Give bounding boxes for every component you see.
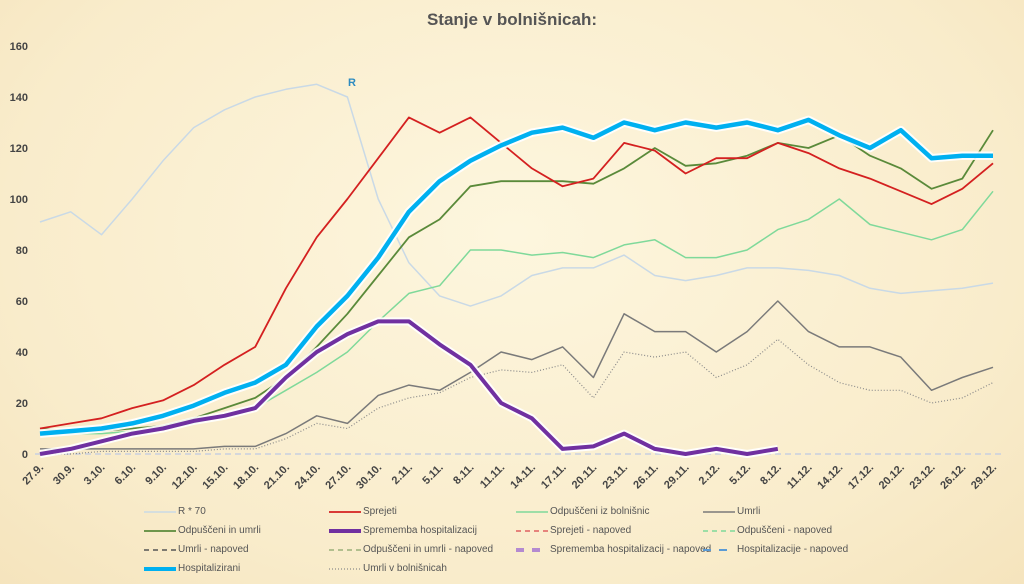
series-line-sprejeti: [39, 116, 994, 430]
x-tick-label: 24.10.: [293, 462, 323, 492]
legend-swatch: [516, 529, 548, 532]
legend-swatch: [329, 510, 361, 513]
x-tick-label: 8.12.: [758, 462, 784, 488]
legend-entry: Umrli: [703, 506, 760, 517]
x-tick-label: 29.12.: [969, 462, 999, 492]
series-line-r-70: [39, 83, 994, 307]
y-tick-label: 160: [10, 41, 28, 53]
x-tick-label: 5.11.: [420, 462, 445, 487]
x-tick-label: 17.12.: [846, 462, 876, 492]
y-tick-label: 60: [16, 296, 28, 308]
y-tick-label: 80: [16, 245, 28, 257]
legend-entry: Hospitalizirani: [144, 563, 240, 574]
legend: R * 70 Sprejeti Odpuščeni iz bolnišnic Umrl…: [0, 502, 1024, 582]
x-tick-label: 18.10.: [231, 462, 261, 492]
x-tick-label: 23.11.: [601, 462, 631, 492]
legend-entry: Odpuščeni in umrli: [144, 525, 261, 536]
legend-label: Sprememba hospitalizacij - napoved: [550, 544, 712, 555]
legend-entry: Hospitalizacije - napoved: [703, 544, 848, 555]
x-tick-label: 17.11.: [539, 462, 569, 492]
legend-entry: Umrli - napoved: [144, 544, 249, 555]
x-tick-label: 29.11.: [662, 462, 692, 492]
legend-entry: R * 70: [144, 506, 206, 517]
x-tick-label: 12.10.: [170, 462, 200, 492]
legend-label: Sprejeti - napoved: [550, 525, 632, 536]
legend-entry: Sprejeti - napoved: [516, 525, 631, 536]
legend-entry: Odpuščeni - napoved: [703, 525, 832, 536]
x-tick-label: 3.10.: [82, 462, 108, 488]
legend-swatch: [703, 548, 735, 551]
series-line-umrli-v-bolni-nicah: [40, 338, 994, 455]
legend-entry: Odpuščeni iz bolnišnic: [516, 506, 650, 517]
chart-title: Stanje v bolnišnicah:: [426, 10, 598, 29]
legend-swatch: [144, 529, 176, 532]
legend-entry: Umrli v bolnišnicah: [329, 563, 447, 574]
legend-label: R * 70: [178, 506, 206, 517]
legend-label: Odpuščeni in umrli - napoved: [363, 544, 494, 555]
series-line-umrli: [40, 300, 994, 450]
y-tick-label: 20: [16, 398, 28, 410]
legend-swatch: [703, 529, 735, 532]
legend-label: Umrli: [737, 506, 761, 517]
x-tick-label: 27.9.: [20, 462, 46, 488]
y-tick-label: 140: [10, 92, 28, 104]
x-tick-label: 20.11.: [570, 462, 600, 492]
y-tick-label: 100: [10, 194, 28, 206]
legend-label: Odpuščeni in umrli: [178, 525, 261, 536]
x-tick-label: 26.12.: [938, 462, 968, 492]
y-tick-label: 0: [22, 449, 28, 461]
legend-swatch: [144, 566, 176, 571]
legend-label: Odpuščeni - napoved: [737, 525, 833, 536]
x-tick-label: 5.12.: [727, 462, 753, 488]
legend-swatch: [144, 548, 176, 551]
legend-swatch: [329, 567, 361, 570]
x-tick-label: 20.12.: [877, 462, 907, 492]
legend-swatch: [144, 510, 176, 513]
x-tick-label: 23.12.: [908, 462, 938, 492]
x-tick-label: 6.10.: [113, 462, 139, 488]
x-tick-label: 11.12.: [785, 462, 815, 492]
x-tick-label: 21.10.: [262, 462, 292, 492]
x-tick-label: 2.12.: [697, 462, 723, 488]
x-tick-label: 26.11.: [631, 462, 661, 492]
legend-entry: Sprejeti: [329, 506, 397, 517]
y-tick-label: 120: [10, 143, 28, 155]
x-tick-label: 15.10.: [200, 462, 230, 492]
y-tick-label: 40: [16, 347, 28, 359]
legend-label: Sprejeti: [363, 506, 397, 517]
legend-entry: Sprememba hospitalizacij: [329, 525, 477, 536]
x-tick-label: 8.11.: [451, 462, 476, 487]
legend-swatch: [516, 547, 548, 552]
x-tick-label: 9.10.: [143, 462, 169, 488]
legend-swatch: [516, 510, 548, 513]
x-tick-label: 14.12.: [815, 462, 845, 492]
legend-swatch: [329, 548, 361, 551]
legend-label: Hospitalizirani: [178, 563, 241, 574]
series-glow: [39, 317, 779, 458]
legend-label: Sprememba hospitalizacij: [363, 525, 477, 536]
x-tick-label: 30.9.: [51, 462, 77, 488]
x-tick-label: 27.10.: [323, 462, 353, 492]
r-annotation: R: [348, 77, 356, 89]
legend-label: Odpuščeni iz bolnišnic: [550, 506, 650, 517]
line-chart: 0 20 40 60 80 100 120 140 160 27.9. 30.9. 3.10. 6.10…: [10, 41, 1005, 492]
x-tick-label: 2.11.: [390, 462, 415, 487]
x-tick-label: 30.10.: [354, 462, 384, 492]
legend-label: Umrli - napoved: [178, 544, 249, 555]
x-tick-label: 11.11.: [478, 462, 507, 491]
legend-label: Umrli v bolnišnicah: [363, 563, 447, 574]
series-glow: [39, 115, 993, 438]
legend-label: Hospitalizacije - napoved: [737, 544, 849, 555]
series-line-odpu-eni-iz-bolni-nic: [40, 190, 994, 435]
legend-entry: Odpuščeni in umrli - napoved: [329, 544, 493, 555]
legend-swatch: [703, 510, 735, 513]
series-line-hospitalizirani: [39, 117, 993, 436]
legend-swatch: [329, 528, 361, 533]
legend-entry: Sprememba hospitalizacij - napoved: [516, 544, 711, 555]
x-tick-label: 14.11.: [508, 462, 538, 492]
